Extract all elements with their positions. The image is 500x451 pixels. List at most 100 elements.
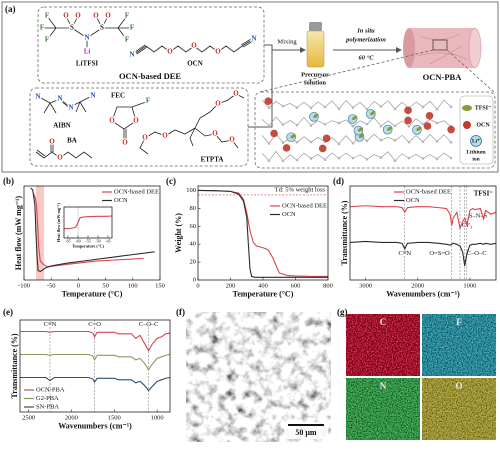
chart: 0 200 400 600 800 0 20 40 60 80 100 Td: 5% weight l… [166,176,333,298]
etpta-bonds [139,93,245,155]
ba-label: BA [67,137,77,145]
line-series [32,193,144,268]
x-tick-label: 100 [128,282,138,289]
tfsi-ion [370,110,376,116]
chain-bead [379,124,383,128]
atom: F [125,12,129,20]
shaded-span [35,186,45,280]
y-axis-label: Heat flow (mW mg⁻¹) [14,196,23,271]
chain-bead [267,106,271,110]
panel-label: (g) [337,307,348,317]
atom: O [212,130,218,138]
plot-frame [19,319,171,413]
plot-area [350,186,496,280]
plot-frame [349,185,497,281]
tfsi-icon [462,105,472,111]
x-tick-label: 2500 [22,414,35,421]
atom: O [142,134,148,142]
tfsi-ion [357,127,364,132]
zoom-lines [259,49,495,93]
atom: F [40,24,44,32]
monomer-box [29,87,249,167]
chain-bead [323,105,327,109]
atom: O [105,12,111,20]
panel-label: (d) [333,176,344,186]
cylinder-end [468,27,482,69]
eds-element: C [380,317,387,327]
polymer-chain [261,116,452,127]
chain-bead [337,142,341,146]
ocn-ball [404,106,412,115]
atom: N [68,104,73,112]
atom: O [191,42,197,50]
arrow-head [396,47,402,53]
chain-bead [449,156,453,160]
y-tick-label: 40 [190,241,197,248]
x-tick-label: -55 [85,239,90,244]
chain-bead [281,104,285,108]
mixing-label: Mixing [277,38,297,45]
x-tick-label: 0 [196,282,199,289]
plot-frame [63,206,113,239]
cylinder-end [403,28,415,68]
chain-bead [337,156,341,160]
x-tick-label: 2000 [65,414,78,421]
chain-bead [449,140,453,144]
atom: N [57,95,62,103]
chain-bead [281,123,285,126]
network-legend [459,95,494,165]
ocn-label: OCN [187,60,203,68]
plot-frame [23,185,161,281]
legend-label: OCN-PBA [36,386,65,393]
li-legend: Li⁺ [472,137,480,144]
x-tick-label: -45 [105,239,110,244]
note: TFSI⁻ [474,190,494,198]
scale-bar-bg [284,422,328,439]
chain-bead [379,105,383,108]
chain-bead [309,124,313,127]
chain-bead [365,122,369,126]
chain-bead [337,107,341,111]
line-series [197,189,328,277]
li-name: Lithium [466,149,486,155]
chain-bead [407,124,411,128]
panel-label: (e) [3,307,13,317]
plot-area [198,186,328,280]
vial-cap [309,22,322,31]
chain-bead [393,124,397,128]
precursor-label: Precursor [301,71,329,78]
etpta-label: ETPTA [201,156,224,164]
atom: O [215,100,221,108]
x-tick-label: 1500 [108,414,121,421]
chain-bead [393,107,397,111]
polymerization-label: In situ [356,27,375,34]
atom: F [125,36,129,44]
eds-map [422,378,496,440]
atom: F [45,36,49,44]
chain-bead [267,159,271,162]
atom: N [90,92,95,100]
ocn-ball [270,129,278,138]
atom: S [100,24,104,32]
atom: O [133,117,139,125]
ocn-ball [423,122,432,130]
ocn-nitrile [135,38,253,55]
chain-bead [421,157,425,160]
sem-image [186,312,331,442]
chain-bead [435,157,439,161]
x-tick-label: 600 [291,282,301,289]
line-series [197,189,328,278]
legend-label: OCN-based DEE [282,202,327,209]
eds-element: F [456,317,462,327]
chain-bead [421,122,425,126]
legend-label: OCN [282,211,296,218]
scale-bar-label: 50 μm [295,428,317,437]
legend-label: OCN-based DEE [114,188,159,195]
plot-frame [197,185,329,281]
cylinder-texture [417,33,469,65]
atom: O [233,90,239,98]
x-tick-label: 800 [323,282,333,289]
chain-bead [407,140,411,144]
panel-frame [1,1,499,173]
